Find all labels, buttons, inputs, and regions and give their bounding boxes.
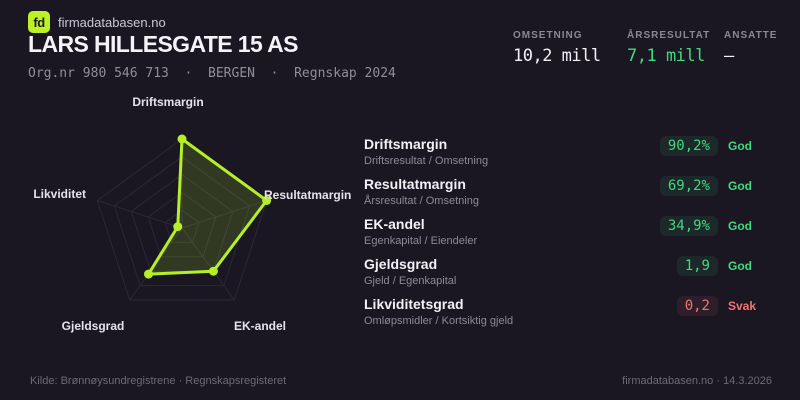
metric-text: Gjeldsgrad Gjeld / Egenkapital [364,256,456,287]
radar-chart-svg [96,134,272,301]
radar-axis-ek-andel: EK-andel [233,319,287,333]
radar-chart: Driftsmargin Resultatmargin EK-andel Gje… [0,90,360,350]
kpi-arsresultat: ÅRSRESULTAT 7,1 mill [627,30,710,66]
metric-status-badge: Svak [728,299,757,313]
kpi-label: OMSETNING [513,30,583,41]
metric-row-likviditetsgrad: Likviditetsgrad Omløpsmidler / Kortsikti… [364,296,770,328]
kpi-value: 10,2 mill [513,46,601,66]
metric-title: Driftsmargin [364,136,448,152]
metric-status-badge: God [728,219,752,233]
metric-value-pill: 90,2% [659,136,718,156]
metric-title: EK-andel [364,216,425,232]
metric-row-ek-andel: EK-andel Egenkapital / Eiendeler 34,9% G… [364,216,770,248]
radar-axis-resultatmargin: Resultatmargin [264,188,352,202]
kpi-value: – [724,46,734,66]
metric-text: Likviditetsgrad Omløpsmidler / Kortsikti… [364,296,513,327]
metric-formula: Årsresultat / Omsetning [364,195,479,207]
metric-value-pill: 0,2 [676,296,718,316]
metric-title: Likviditetsgrad [364,296,464,312]
metric-value-group: 0,2 Svak [676,296,770,316]
metric-value-group: 34,9% God [659,216,770,236]
metric-formula: Driftsresultat / Omsetning [364,155,489,167]
metric-value-pill: 34,9% [659,216,718,236]
company-name-title: LARS HILLESGATE 15 AS [28,31,298,57]
metric-formula: Omløpsmidler / Kortsiktig gjeld [364,315,514,327]
metric-value-group: 90,2% God [659,136,770,156]
kpi-label: ÅRSRESULTAT [627,30,711,41]
metric-formula: Egenkapital / Eiendeler [364,235,478,247]
metric-row-driftsmargin: Driftsmargin Driftsresultat / Omsetning … [364,136,770,168]
kpi-ansatte: ANSATTE – [724,30,777,66]
kpi-value: 7,1 mill [627,46,705,66]
metric-text: Driftsmargin Driftsresultat / Omsetning [364,136,488,167]
metric-text: Resultatmargin Årsresultat / Omsetning [364,176,479,207]
metric-row-resultatmargin: Resultatmargin Årsresultat / Omsetning 6… [364,176,770,208]
footer-source: Kilde: Brønnøysundregistrene · Regnskaps… [30,375,287,387]
company-org-line: Org.nr 980 546 713 · BERGEN · Regnskap 2… [28,66,396,81]
metric-status-badge: God [728,259,752,273]
metric-text: EK-andel Egenkapital / Eiendeler [364,216,477,247]
metric-title: Gjeldsgrad [364,256,438,272]
metric-value-pill: 1,9 [676,256,718,276]
metrics-list: Driftsmargin Driftsresultat / Omsetning … [364,136,770,328]
metric-status-badge: God [728,139,752,153]
firmadatabasen-logo-icon: fd [28,11,50,33]
radar-axis-gjeldsgrad: Gjeldsgrad [61,319,125,333]
radar-axis-driftsmargin: Driftsmargin [132,95,204,109]
footer-site-date[interactable]: firmadatabasen.no · 14.3.2026 [622,375,772,387]
brand-site-name: firmadatabasen.no [58,14,166,30]
metric-value-group: 69,2% God [659,176,770,196]
metric-status-badge: God [728,179,752,193]
metric-row-gjeldsgrad: Gjeldsgrad Gjeld / Egenkapital 1,9 God [364,256,770,288]
metric-formula: Gjeld / Egenkapital [364,275,457,287]
radar-axis-likviditet: Likviditet [33,187,86,201]
metric-value-pill: 69,2% [659,176,718,196]
brand-link[interactable]: fd firmadatabasen.no [28,11,166,33]
metric-value-group: 1,9 God [676,256,770,276]
kpi-omsetning: OMSETNING 10,2 mill [513,30,601,66]
metric-title: Resultatmargin [364,176,466,192]
kpi-label: ANSATTE [724,30,778,41]
